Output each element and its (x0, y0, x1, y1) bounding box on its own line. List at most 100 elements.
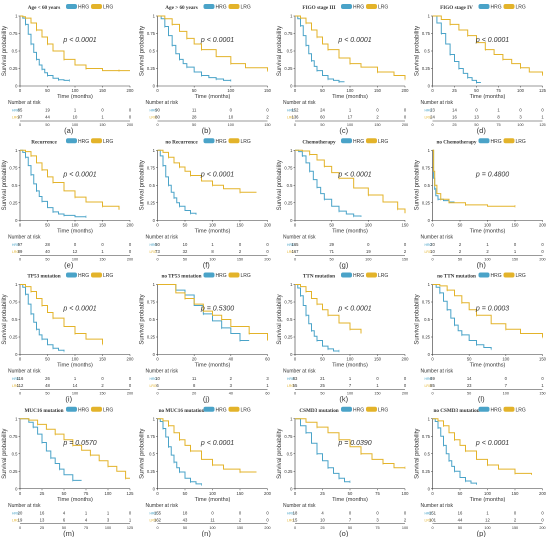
risk-count: 24 (320, 108, 325, 113)
risk-table-title: Number at risk (283, 100, 316, 106)
p-value: p < 0.0001 (62, 37, 96, 44)
y-axis-label: Survival probability (2, 26, 8, 76)
risk-tick-label: 150 (99, 257, 105, 261)
p-value: p < 0.0001 (337, 37, 371, 44)
y-tick-label: 0.25 (422, 335, 431, 340)
risk-tick-label: 50 (192, 123, 196, 127)
risk-count: 73 (155, 249, 160, 254)
y-axis-label: Survival probability (415, 160, 421, 210)
risk-count: 112 (17, 383, 24, 388)
y-tick-label: 0.5 (424, 49, 430, 54)
panel-label: (d) (477, 126, 487, 135)
risk-count: 44 (458, 517, 463, 522)
y-tick-label: 0.75 (147, 300, 156, 305)
risk-count: 0 (129, 242, 132, 247)
risk-row-label-hrg: HRG (287, 243, 295, 247)
risk-count: 0 (266, 242, 269, 247)
risk-count: 0 (376, 108, 379, 113)
risk-count: 3 (519, 115, 522, 120)
risk-count: 10 (228, 115, 233, 120)
x-tick-label: 100 (227, 88, 235, 93)
risk-tick-label: 200 (264, 526, 270, 530)
p-value: p < 0.0001 (200, 171, 234, 178)
legend-swatch-lrg (91, 272, 102, 278)
panel-legend: HRG LRG (203, 138, 251, 145)
risk-count: 10 (183, 242, 188, 247)
y-axis-label: Survival probability (140, 160, 146, 210)
km-curve-hrg (20, 149, 86, 218)
risk-count: 0 (514, 242, 517, 247)
x-tick-label: 0 (431, 357, 434, 362)
x-tick-label: 50 (329, 222, 334, 227)
p-value: p < 0.0001 (337, 306, 371, 313)
y-tick-label: 1 (153, 416, 156, 421)
risk-row-label-hrg: HRG (150, 243, 158, 247)
legend-swatch-hrg (341, 272, 352, 278)
p-value: p < 0.0001 (337, 171, 371, 178)
x-tick-label: 150 (237, 222, 245, 227)
panel-title: MUC16 mutation (24, 408, 63, 414)
risk-count: 0 (404, 115, 407, 120)
y-axis-label: Survival probability (2, 294, 8, 344)
y-tick-label: 0.5 (424, 451, 430, 456)
p-value: p < 0.0001 (62, 171, 96, 178)
panel-legend: HRG LRG (478, 138, 526, 145)
risk-count: 2 (404, 517, 407, 522)
risk-count: 0 (541, 510, 544, 515)
legend-label-hrg: HRG (491, 5, 502, 11)
risk-table-title: Number at risk (421, 100, 454, 106)
risk-tick-label: 150 (539, 392, 545, 396)
y-tick-label: 0.75 (9, 434, 18, 439)
risk-tick-label: 150 (374, 123, 380, 127)
risk-tick-label: 100 (209, 257, 215, 261)
risk-tick-label: 50 (183, 257, 187, 261)
y-tick-label: 0 (15, 218, 18, 223)
risk-count: 80 (155, 115, 160, 120)
km-curve-lrg (432, 15, 543, 75)
risk-count: 1 (211, 242, 214, 247)
km-curve-hrg (432, 284, 492, 349)
legend-label-lrg: LRG (103, 273, 113, 279)
y-tick-label: 0.75 (284, 300, 293, 305)
y-tick-label: 1 (15, 282, 18, 287)
x-tick-label: 50 (45, 222, 50, 227)
legend-swatch-hrg (478, 138, 490, 144)
legend-swatch-lrg (91, 138, 102, 144)
km-curve-hrg (157, 418, 202, 485)
risk-tick-label: 200 (127, 392, 133, 396)
risk-count: 18 (293, 510, 298, 515)
risk-tick-label: 40 (229, 392, 233, 396)
legend-label-hrg: HRG (78, 407, 89, 413)
y-tick-label: 0.5 (12, 183, 18, 188)
panel-label: (k) (339, 395, 348, 404)
y-tick-label: 0.5 (149, 183, 155, 188)
x-tick-label: 150 (374, 88, 382, 93)
risk-count: 0 (239, 510, 242, 515)
risk-count: 1 (514, 249, 517, 254)
risk-row-label-lrg: LRG (425, 384, 432, 388)
risk-tick-label: 0 (156, 257, 158, 261)
x-tick-label: 0 (431, 491, 434, 496)
risk-count: 18 (183, 510, 188, 515)
risk-tick-label: 0 (19, 392, 21, 396)
panel-label: (m) (63, 529, 75, 537)
x-tick-label: 0 (19, 222, 22, 227)
p-value: p = 0.5300 (200, 306, 234, 313)
risk-count: 11 (210, 517, 215, 522)
risk-count: 1 (266, 383, 269, 388)
risk-row-label-lrg: LRG (150, 518, 157, 522)
x-tick-label: 0 (19, 357, 22, 362)
legend-swatch-hrg (478, 406, 490, 412)
risk-row-label-hrg: HRG (12, 109, 20, 113)
risk-count: 0 (541, 108, 544, 113)
legend-label-lrg: LRG (241, 5, 251, 11)
risk-row-label-hrg: HRG (425, 377, 433, 381)
risk-count: 2 (376, 115, 379, 120)
risk-count: 85 (18, 108, 23, 113)
y-axis-label: Survival probability (277, 429, 283, 479)
y-tick-label: 0 (153, 486, 156, 491)
risk-count: 43 (183, 517, 188, 522)
risk-tick-label: 100 (105, 526, 111, 530)
x-tick-label: 50 (467, 357, 472, 362)
